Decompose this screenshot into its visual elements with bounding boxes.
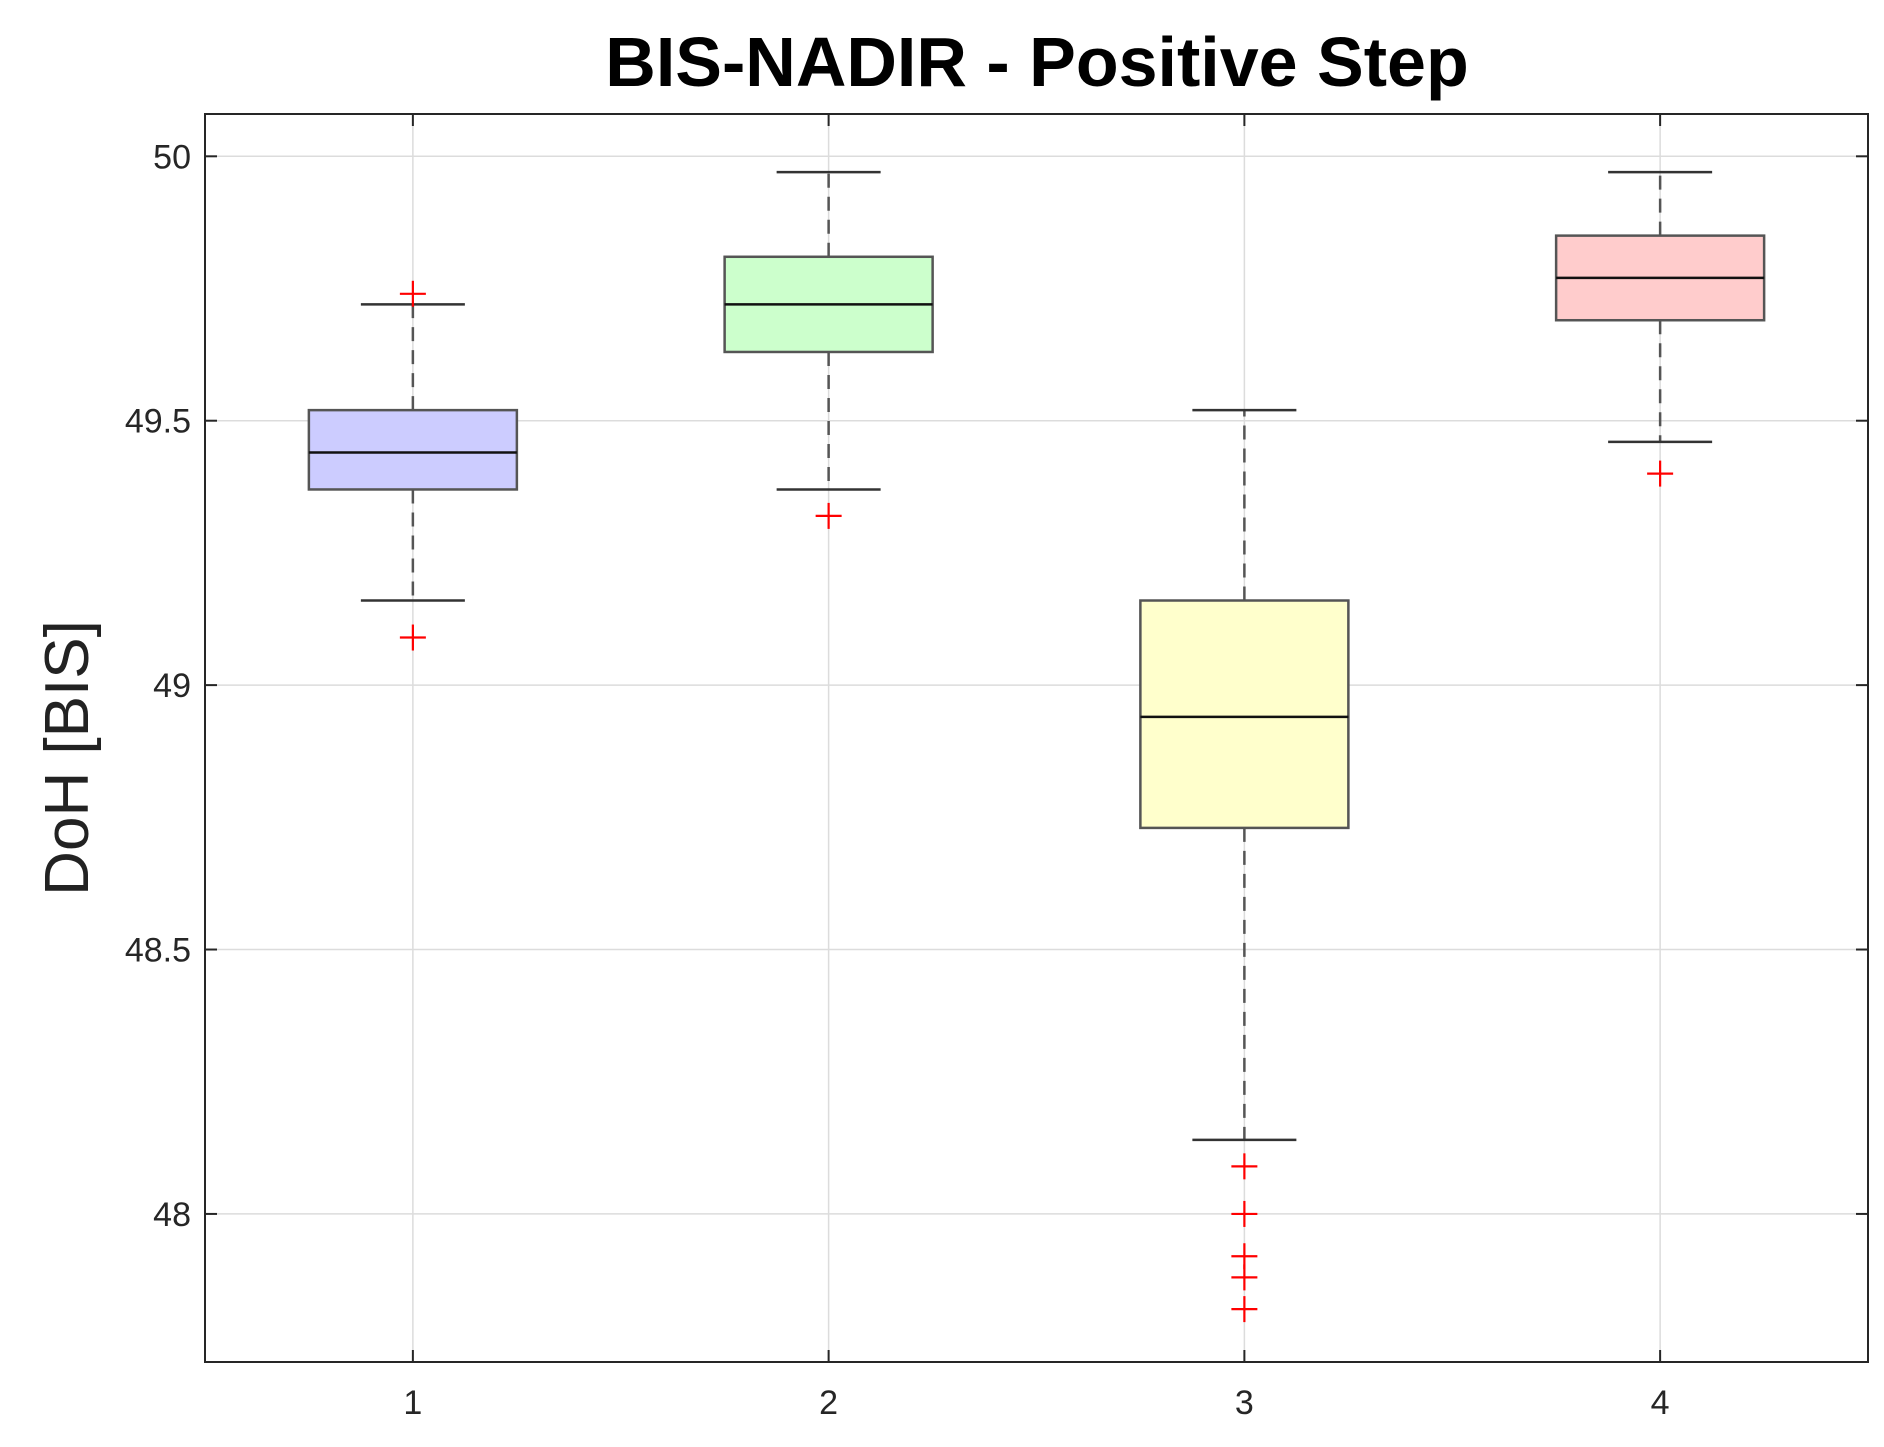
y-tick-label: 48.5 xyxy=(125,932,191,970)
x-tick-label: 1 xyxy=(403,1384,422,1422)
plot-frame xyxy=(204,113,1869,1363)
outlier-marker xyxy=(1231,1264,1258,1291)
x-tick-label: 4 xyxy=(1651,1384,1670,1422)
y-tick-label: 48 xyxy=(153,1196,191,1234)
y-tick-label: 49 xyxy=(153,667,191,705)
y-tick-label: 50 xyxy=(153,138,191,176)
box-plot-4 xyxy=(1554,170,1766,487)
axis-ticks: 48 48.5 49 49.5 50 1 2 3 4 xyxy=(125,114,1868,1422)
box-plot-1 xyxy=(307,280,519,651)
outlier-marker xyxy=(1231,1153,1258,1180)
chart-title: BIS-NADIR - Positive Step xyxy=(605,23,1468,101)
box-iqr xyxy=(307,408,519,491)
box-iqr xyxy=(1139,599,1350,830)
outlier-marker xyxy=(815,502,842,529)
y-tick-label: 49.5 xyxy=(125,403,191,441)
box-plots xyxy=(307,170,1766,1323)
box-plot-2 xyxy=(723,170,934,529)
x-tick-label: 3 xyxy=(1235,1384,1254,1422)
outlier-marker xyxy=(399,280,426,307)
outlier-marker xyxy=(1231,1296,1258,1323)
outlier-marker xyxy=(1647,460,1674,487)
box-plot-3 xyxy=(1139,408,1350,1323)
outlier-marker xyxy=(399,624,426,651)
x-tick-label: 2 xyxy=(819,1384,838,1422)
outlier-marker xyxy=(1231,1200,1258,1227)
y-axis-label: DoH [BIS] xyxy=(33,620,102,896)
